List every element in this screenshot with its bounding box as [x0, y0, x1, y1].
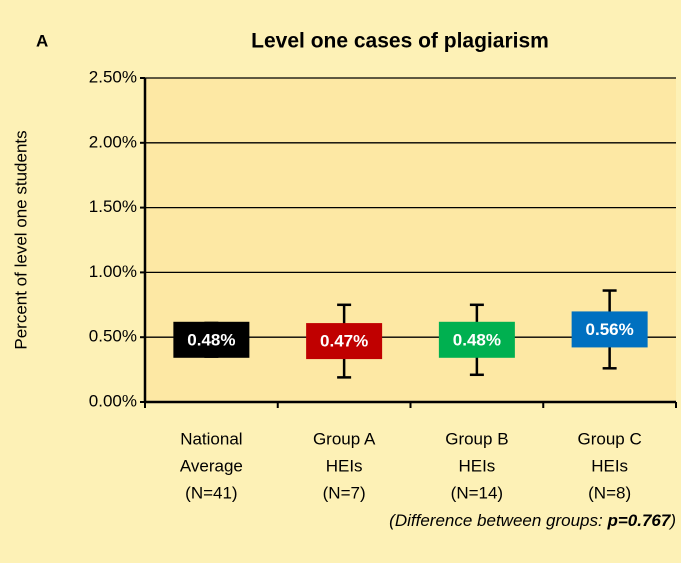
x-tick-label: Group C [578, 429, 642, 448]
x-tick-label: (N=7) [323, 483, 366, 502]
value-label: 0.48% [187, 330, 235, 349]
x-tick-label: HEIs [591, 456, 628, 475]
panel-letter: A [36, 31, 48, 50]
value-box [173, 321, 250, 358]
y-tick-label: 1.00% [89, 262, 137, 281]
x-tick-label: National [180, 429, 242, 448]
x-tick-label: Group A [313, 429, 376, 448]
value-box [438, 321, 515, 358]
chart-title: Level one cases of plagiarism [251, 30, 549, 53]
x-tick-label: (N=14) [451, 483, 503, 502]
value-box [571, 311, 648, 348]
value-label: 0.47% [320, 332, 368, 351]
value-label: 0.48% [453, 330, 501, 349]
value-label: 0.56% [586, 320, 634, 339]
y-axis-label: Percent of level one students [11, 130, 30, 349]
x-tick-label: HEIs [458, 456, 495, 475]
x-tick-label: Average [180, 456, 243, 475]
y-tick-label: 0.50% [89, 327, 137, 346]
annotation: (Difference between groups: p=0.767) [389, 511, 676, 530]
y-tick-label: 1.50% [89, 197, 137, 216]
x-tick-label: (N=8) [588, 483, 631, 502]
x-tick-label: (N=41) [185, 483, 237, 502]
annotation-text: (Difference between groups: [389, 511, 607, 530]
x-tick-label: HEIs [326, 456, 363, 475]
y-tick-label: 0.00% [89, 391, 137, 410]
annotation-close: ) [668, 511, 676, 530]
y-tick-label: 2.00% [89, 132, 137, 151]
x-tick-label: Group B [445, 429, 508, 448]
y-tick-label: 2.50% [89, 67, 137, 86]
annotation-p: p=0.767 [606, 511, 671, 530]
value-box [306, 323, 383, 360]
